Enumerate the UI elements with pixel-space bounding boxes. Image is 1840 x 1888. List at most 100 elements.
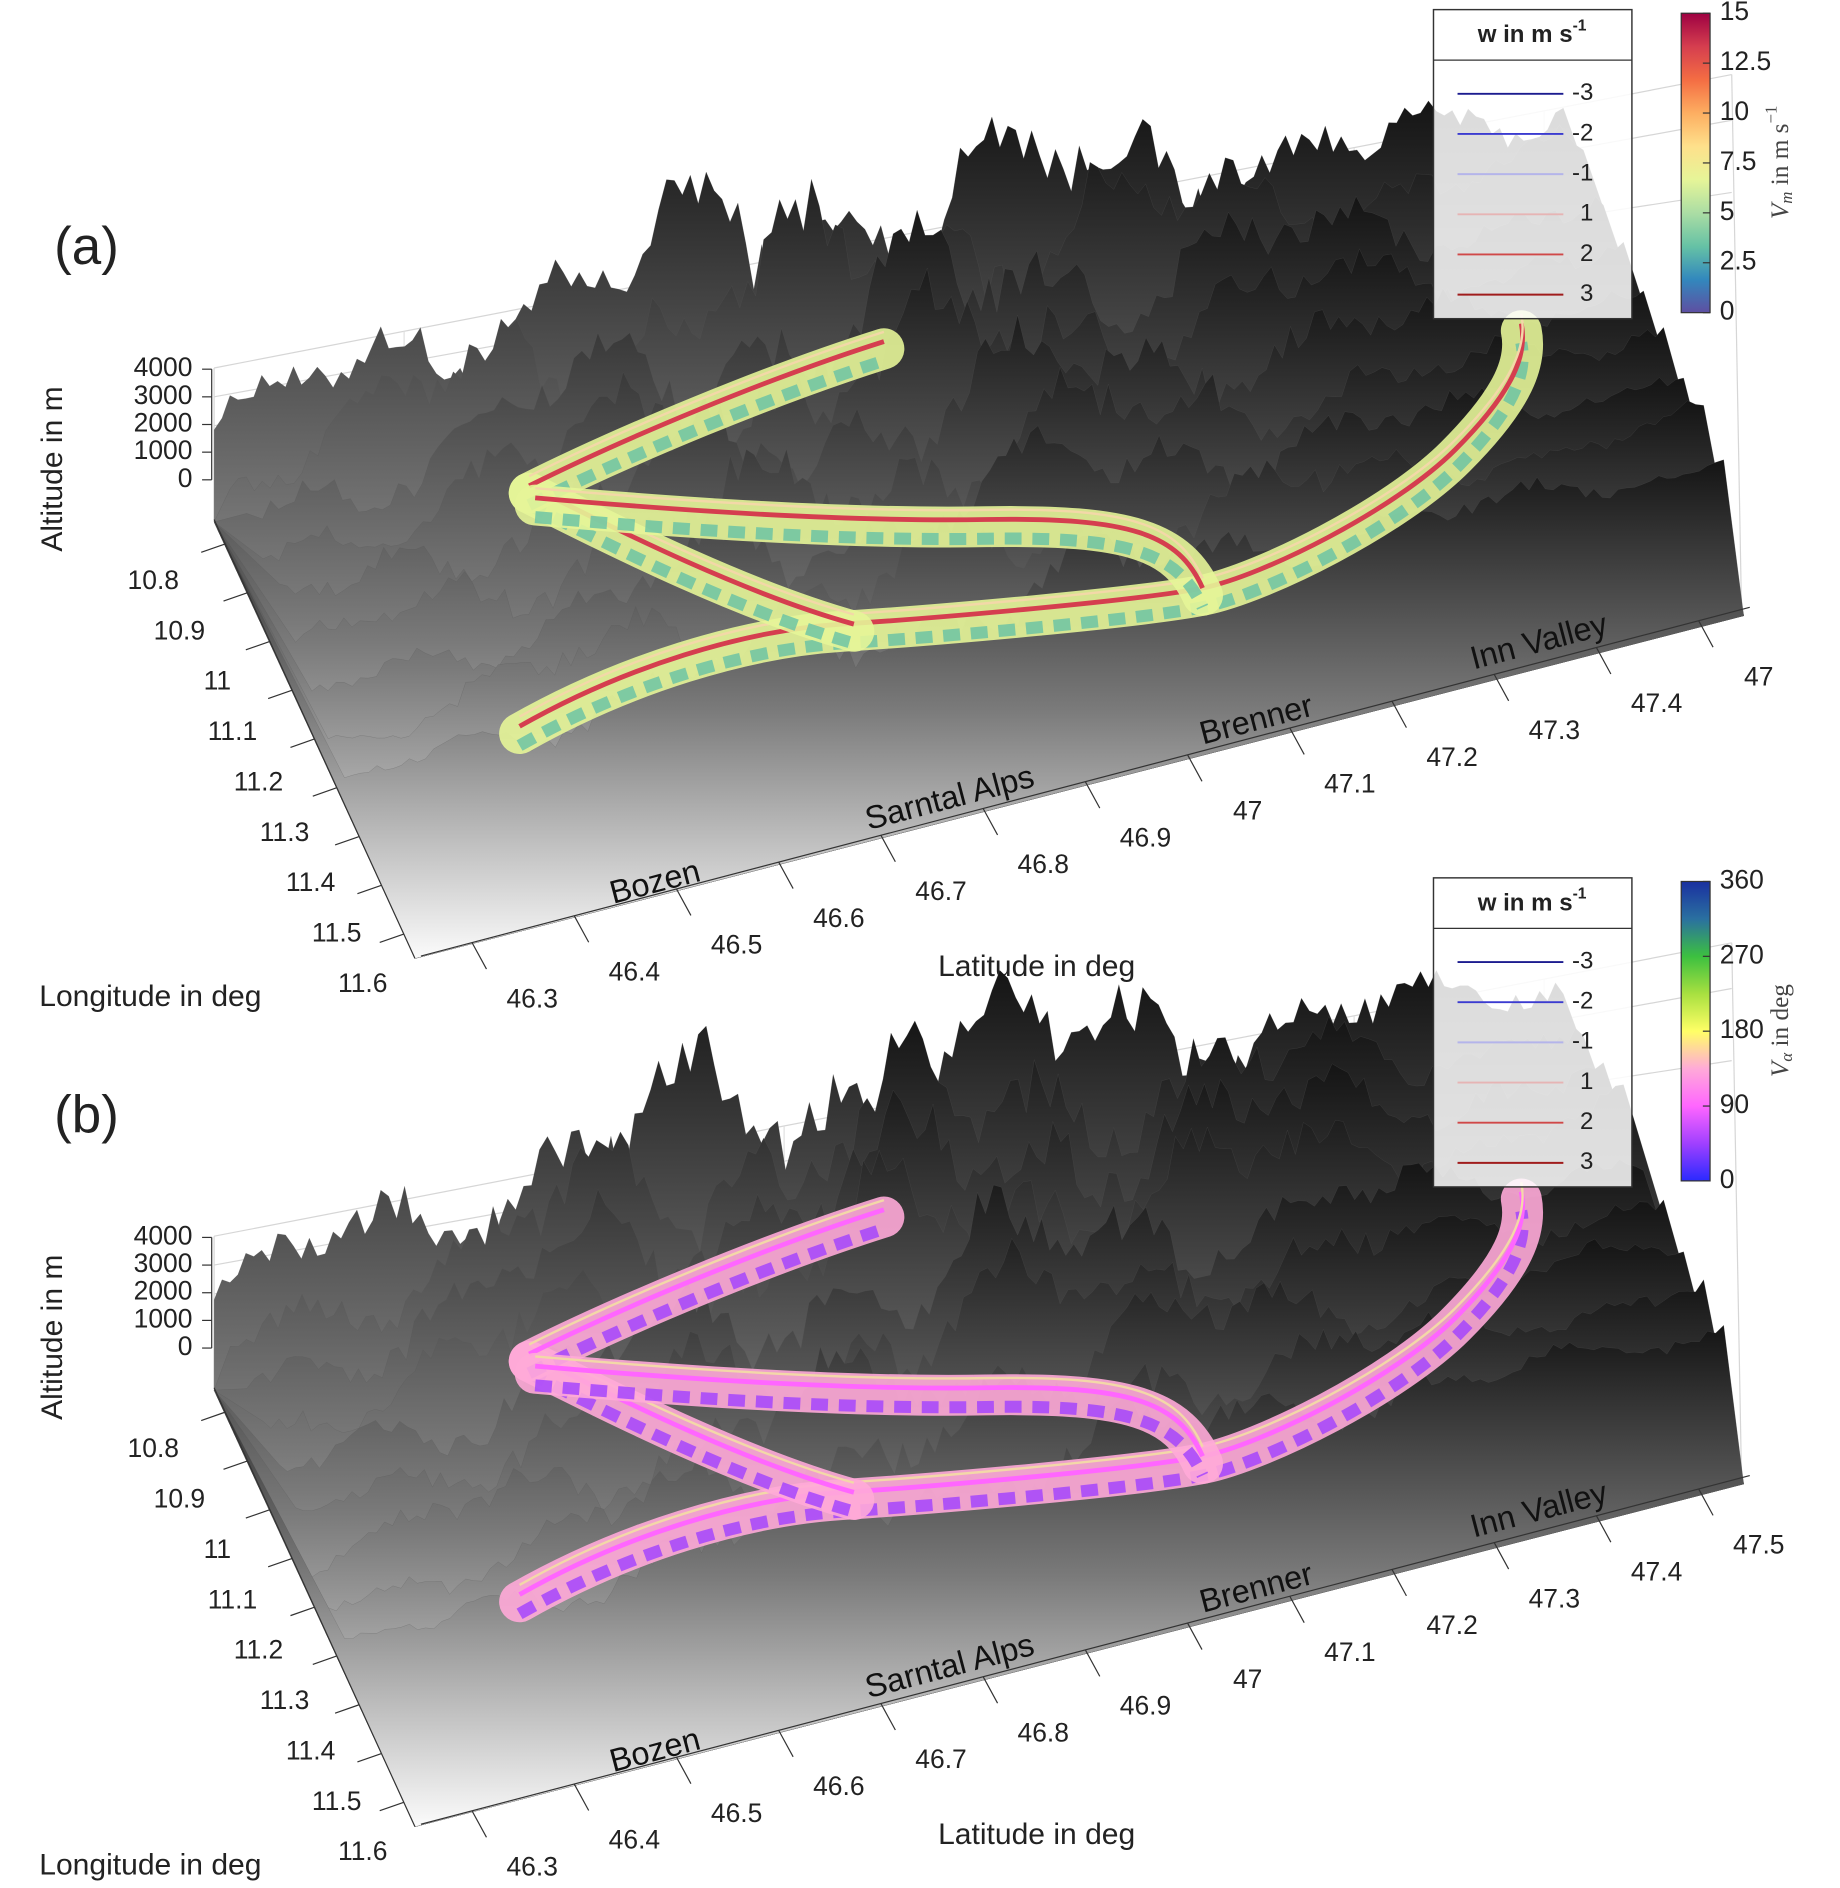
track-band (514, 1352, 1224, 1484)
legend-label: 2 (1580, 1108, 1593, 1135)
y-tick (1493, 674, 1510, 702)
y-tick-label: 46.7 (915, 876, 966, 906)
colorbar-tick-label: 270 (1720, 939, 1764, 969)
x-tick (290, 738, 315, 748)
x-tick (379, 933, 404, 944)
legend-label: -3 (1572, 947, 1593, 974)
y-tick-label: 47.4 (1631, 688, 1682, 718)
panel-label: (a) (54, 217, 119, 276)
legend-label: 3 (1580, 280, 1593, 307)
y-tick (1289, 727, 1305, 755)
x-tick-label: 11 (204, 1534, 231, 1564)
colorbar-tick-label: 90 (1720, 1089, 1749, 1119)
legend-label: -2 (1572, 988, 1593, 1015)
track-line (534, 495, 1205, 590)
track-line (518, 1191, 1526, 1597)
x-tick (267, 689, 293, 700)
legend-title: w in m s-1 (1477, 18, 1587, 49)
y-tick (1391, 1569, 1407, 1597)
x-tick-label: 10.8 (128, 565, 179, 595)
y-tick (880, 1703, 896, 1731)
x-tick-label: 11.4 (286, 867, 336, 897)
track-line (518, 323, 1526, 729)
x-tick-label: 11.6 (338, 1836, 387, 1866)
x-tick (223, 592, 248, 602)
x-tick (334, 835, 360, 846)
legend-title: w in m s-1 (1477, 886, 1587, 917)
y-tick (778, 861, 794, 889)
x-tick (201, 543, 226, 553)
y-tick-label: 47.4 (1631, 1556, 1682, 1586)
y-tick-label: 47.1 (1324, 769, 1375, 799)
y-axis-title: Latitude in deg (938, 950, 1135, 983)
track-band (508, 328, 905, 514)
y-tick-label: 46.9 (1120, 822, 1171, 852)
colorbar-tick-label: 0 (1720, 1164, 1735, 1194)
x-tick-label: 10.9 (154, 615, 205, 645)
legend-label: 3 (1580, 1148, 1593, 1175)
y-tick (471, 942, 488, 970)
x-tick (334, 1704, 360, 1714)
z-tick-label: 0 (178, 1331, 193, 1361)
x-tick-label: 11.1 (208, 716, 258, 746)
x-tick (290, 1606, 315, 1617)
box-line (1731, 74, 1742, 602)
x-tick-label: 11.3 (260, 1685, 310, 1715)
y-tick-label: 47.2 (1426, 742, 1477, 772)
x-tick (223, 1460, 248, 1470)
y-tick (1084, 781, 1101, 809)
legend-label: 1 (1580, 200, 1593, 227)
y-tick-label: 46.4 (609, 1825, 660, 1855)
x-tick-label: 11.5 (312, 1786, 362, 1816)
colorbar-tick-label: 2.5 (1720, 246, 1757, 276)
y-tick-label: 47.1 (1324, 1637, 1375, 1667)
track-line (518, 313, 1524, 718)
colorbar-tick-label: 0 (1720, 296, 1735, 326)
colorbar-text: in m s (1766, 123, 1794, 191)
z-tick-label: 4000 (134, 1220, 193, 1250)
y-tick-label: 47.3 (1529, 715, 1580, 745)
track-line (528, 330, 885, 478)
z-tick-label: 3000 (134, 1248, 193, 1278)
colorbar-tick-label: 7.5 (1720, 146, 1757, 176)
y-tick (778, 1730, 794, 1758)
z-tick-label: 1000 (134, 435, 193, 465)
z-axis-title: Altitude in m (36, 386, 69, 551)
y-tick-label: 46.6 (813, 903, 864, 933)
track-line (528, 1198, 885, 1346)
track-band (526, 1223, 886, 1379)
track-line (535, 487, 1204, 579)
y-tick (1493, 1542, 1510, 1570)
y-tick (1187, 1622, 1203, 1650)
y-tick-label: 47 (1233, 1664, 1262, 1694)
x-tick (201, 1411, 226, 1422)
y-tick-label: 47.2 (1426, 1610, 1477, 1640)
y-tick (1698, 620, 1714, 648)
z-tick-label: 0 (178, 463, 193, 493)
x-tick-label: 10.9 (154, 1484, 205, 1514)
box-line (1731, 942, 1742, 1470)
x-tick (312, 1655, 338, 1665)
panel-label: (b) (54, 1085, 119, 1144)
colorbar-tick-label: 10 (1720, 96, 1749, 126)
y-tick (573, 1783, 590, 1811)
x-axis-title: Longitude in deg (39, 1848, 261, 1881)
x-tick-label: 10.8 (128, 1433, 179, 1463)
track-line (534, 1363, 1205, 1458)
y-tick-label: 47 (1744, 661, 1773, 691)
colorbar-symbol: V (1766, 1059, 1794, 1077)
colorbar-sup: −1 (1761, 106, 1780, 124)
y-tick (1084, 1649, 1101, 1677)
track-line (518, 1181, 1524, 1587)
legend-label: -3 (1572, 79, 1593, 106)
y-tick-label: 47.3 (1529, 1583, 1580, 1613)
colorbar-tick-label: 5 (1720, 196, 1735, 226)
track-band (534, 511, 1209, 610)
x-tick (357, 884, 382, 895)
x-tick (379, 1801, 404, 1812)
x-tick-label: 11.3 (260, 817, 310, 847)
y-tick (1187, 754, 1203, 782)
y-tick-label: 46.5 (711, 1798, 762, 1828)
